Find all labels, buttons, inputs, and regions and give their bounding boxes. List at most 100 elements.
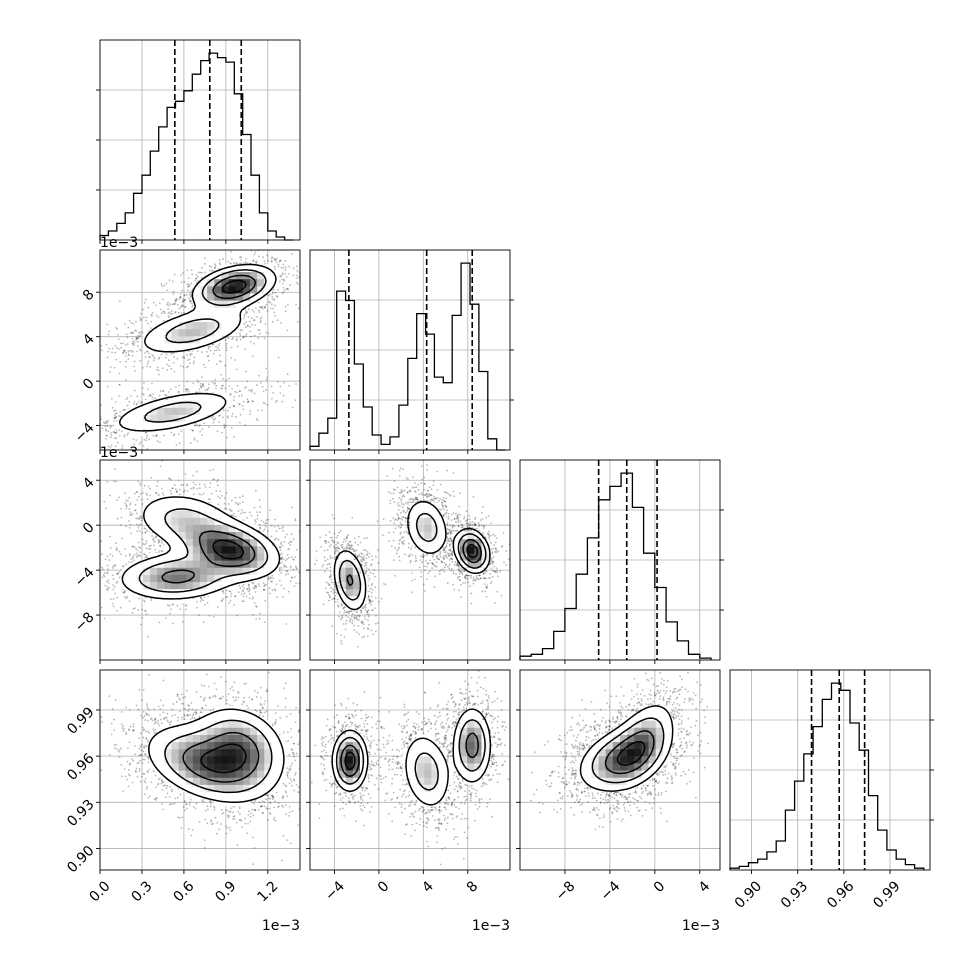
sample-point bbox=[295, 567, 298, 570]
density-cell bbox=[178, 328, 187, 337]
sample-point bbox=[113, 417, 116, 420]
sample-point bbox=[279, 543, 282, 545]
sample-point bbox=[235, 337, 238, 340]
density-cell bbox=[185, 421, 194, 430]
sample-point bbox=[263, 588, 266, 591]
sample-point bbox=[112, 598, 115, 600]
sample-point bbox=[95, 608, 97, 610]
sample-point bbox=[145, 556, 148, 558]
sample-point bbox=[251, 400, 254, 403]
sample-point bbox=[140, 519, 143, 522]
sample-point bbox=[287, 288, 290, 291]
density-cell bbox=[142, 414, 151, 423]
sample-point bbox=[131, 545, 134, 548]
sample-point bbox=[142, 542, 144, 545]
sample-point bbox=[138, 518, 140, 520]
sample-point bbox=[131, 331, 134, 333]
density-cell bbox=[250, 278, 258, 287]
sample-point bbox=[214, 378, 217, 381]
sample-point bbox=[210, 265, 213, 268]
sample-point bbox=[242, 511, 244, 514]
density-cell bbox=[221, 292, 230, 301]
sample-point bbox=[181, 289, 184, 292]
sample-point bbox=[144, 531, 147, 534]
sample-point bbox=[301, 276, 303, 278]
sample-point bbox=[238, 395, 241, 397]
sample-point bbox=[102, 421, 105, 424]
sample-point bbox=[293, 576, 296, 578]
sample-point bbox=[110, 425, 113, 428]
sample-point bbox=[134, 492, 137, 495]
sample-point bbox=[168, 359, 170, 362]
sample-point bbox=[141, 401, 144, 404]
sample-point bbox=[184, 298, 187, 301]
sample-point bbox=[158, 621, 161, 624]
sample-point bbox=[162, 319, 165, 322]
sample-point bbox=[213, 267, 216, 270]
sample-point bbox=[214, 263, 216, 266]
sample-point bbox=[199, 600, 202, 603]
sample-point bbox=[247, 584, 250, 586]
sample-point bbox=[243, 592, 246, 595]
sample-point bbox=[150, 476, 153, 479]
sample-point bbox=[200, 276, 203, 279]
sample-point bbox=[207, 383, 210, 386]
sample-point bbox=[116, 499, 119, 501]
sample-point bbox=[139, 546, 142, 549]
sample-point bbox=[184, 305, 187, 308]
sample-point bbox=[181, 272, 184, 275]
density-cell bbox=[185, 400, 194, 408]
sample-point bbox=[226, 415, 229, 418]
sample-point bbox=[229, 250, 232, 253]
sample-point bbox=[127, 353, 130, 356]
sample-point bbox=[145, 613, 148, 616]
sample-point bbox=[119, 410, 122, 413]
sample-point bbox=[148, 487, 151, 490]
sample-point bbox=[140, 623, 142, 626]
sample-point bbox=[167, 301, 169, 304]
sample-point bbox=[278, 527, 281, 530]
sample-point bbox=[134, 503, 137, 506]
sample-point bbox=[136, 499, 139, 501]
sample-point bbox=[187, 285, 190, 288]
sample-point bbox=[183, 294, 186, 297]
sample-point bbox=[291, 576, 293, 579]
sample-point bbox=[259, 381, 262, 384]
sample-point bbox=[225, 492, 228, 494]
sample-point bbox=[162, 389, 165, 392]
sample-point bbox=[131, 349, 133, 352]
sample-point bbox=[295, 281, 298, 284]
sample-point bbox=[152, 393, 155, 395]
sample-point bbox=[144, 531, 147, 534]
sample-point bbox=[135, 339, 137, 342]
sample-point bbox=[142, 316, 145, 319]
sample-point bbox=[80, 356, 82, 358]
sample-point bbox=[267, 577, 270, 580]
density-cell bbox=[171, 335, 180, 344]
density-cell bbox=[185, 414, 194, 423]
density-cell bbox=[214, 328, 223, 337]
sample-point bbox=[90, 451, 92, 453]
sample-point bbox=[173, 433, 176, 436]
sample-point bbox=[241, 329, 243, 331]
sample-point bbox=[186, 380, 189, 383]
sample-point bbox=[143, 438, 146, 441]
sample-point bbox=[230, 510, 233, 512]
sample-point bbox=[67, 576, 69, 578]
density-cell bbox=[250, 271, 258, 280]
sample-point bbox=[118, 434, 121, 437]
sample-point bbox=[163, 434, 165, 437]
sample-point bbox=[244, 309, 247, 312]
sample-point bbox=[148, 545, 151, 547]
sample-point bbox=[247, 590, 250, 593]
sample-point bbox=[106, 323, 109, 326]
sample-point bbox=[127, 350, 130, 353]
sample-point bbox=[174, 488, 177, 491]
sample-point bbox=[185, 366, 188, 369]
sample-point bbox=[196, 487, 199, 490]
sample-point bbox=[144, 298, 147, 301]
sample-point bbox=[270, 257, 273, 260]
sample-point bbox=[135, 556, 138, 559]
sample-point bbox=[105, 429, 107, 432]
sample-point bbox=[261, 307, 264, 310]
